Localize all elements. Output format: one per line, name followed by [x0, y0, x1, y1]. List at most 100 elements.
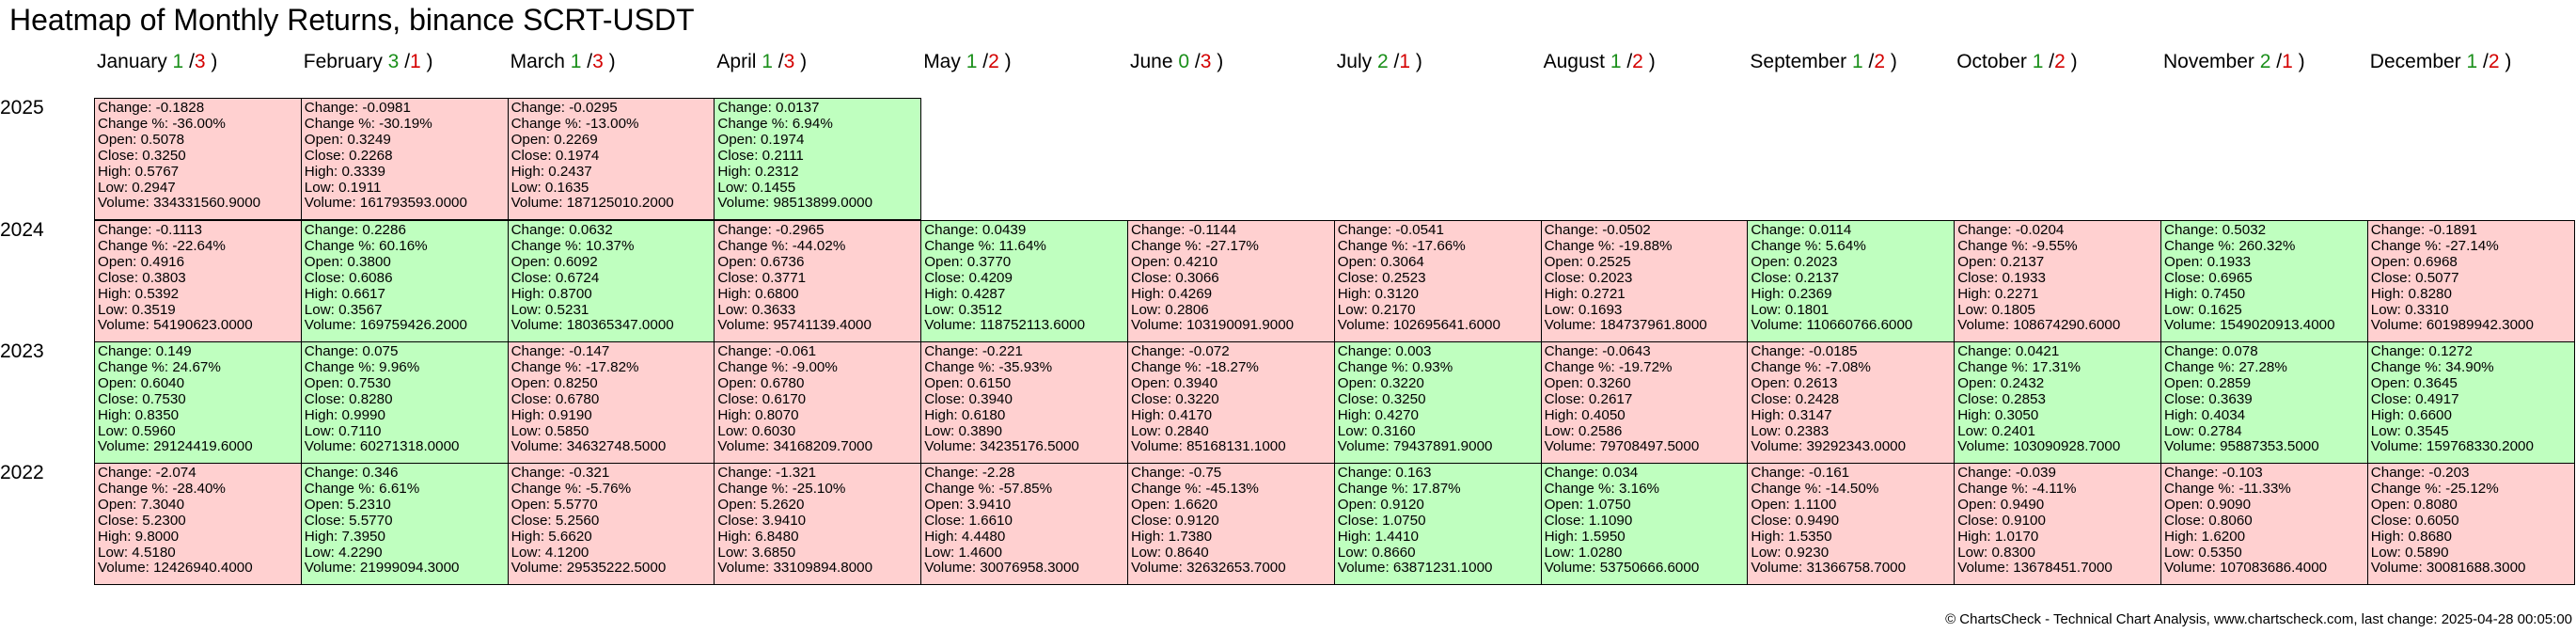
month-header-may: May 1 /2 ) [923, 51, 1012, 72]
cell-high: High: 1.4410 [1337, 528, 1419, 545]
month-header-july: July 2 /1 ) [1336, 51, 1422, 72]
year-label-2023: 2023 [0, 340, 44, 362]
month-down-count: 2 [1874, 51, 1885, 72]
cell-change: Change: 0.0439 [924, 222, 1027, 238]
cell-change: Change: -2.28 [924, 465, 1015, 481]
cell-change-pct: Change %: -25.10% [717, 480, 846, 497]
cell-open: Open: 0.6150 [924, 374, 1012, 391]
cell-change-pct: Change %: -27.14% [2370, 237, 2499, 254]
heatmap-cell-2022-november: Change: -0.103 Change %: -11.33% Open: 0.9… [2160, 463, 2368, 585]
month-down-count: 3 [592, 51, 604, 72]
cell-high: High: 0.5767 [98, 163, 180, 180]
cell-change-pct: Change %: 11.64% [924, 237, 1046, 254]
cell-open: Open: 0.3645 [2370, 374, 2458, 391]
cell-low: Low: 0.5960 [98, 422, 176, 439]
month-down-count: 2 [988, 51, 999, 72]
cell-change: Change: 0.2286 [304, 222, 406, 238]
cell-low: Low: 0.2947 [98, 179, 176, 196]
cell-change-pct: Change %: 24.67% [98, 358, 221, 375]
cell-volume: Volume: 103090928.7000 [1957, 438, 2121, 455]
cell-change: Change: -0.161 [1751, 465, 1850, 481]
cell-change-pct: Change %: -57.85% [924, 480, 1053, 497]
cell-close: Close: 1.1090 [1544, 512, 1633, 529]
heatmap-cell-2024-may: Change: 0.0439 Change %: 11.64% Open: 0.37… [920, 220, 1128, 342]
cell-change-pct: Change %: -5.76% [510, 480, 632, 497]
cell-change: Change: -0.0643 [1544, 343, 1651, 359]
heatmap-cell-2023-january: Change: 0.149 Change %: 24.67% Open: 0.604… [94, 341, 302, 464]
cell-change-pct: Change %: 5.64% [1751, 237, 1866, 254]
cell-change: Change: -0.221 [924, 343, 1023, 359]
cell-volume: Volume: 159768330.2000 [2370, 438, 2534, 455]
cell-change-pct: Change %: -7.08% [1751, 358, 1871, 375]
cell-change: Change: 0.163 [1337, 465, 1432, 481]
cell-high: High: 1.0170 [1957, 528, 2039, 545]
cell-change-pct: Change %: 34.90% [2370, 358, 2494, 375]
cell-change-pct: Change %: -19.72% [1544, 358, 1673, 375]
cell-low: Low: 0.2840 [1131, 422, 1209, 439]
cell-low: Low: 0.1805 [1957, 301, 2035, 318]
cell-change: Change: -0.0204 [1957, 222, 2065, 238]
cell-high: High: 7.3950 [304, 528, 385, 545]
cell-high: High: 0.3050 [1957, 406, 2039, 423]
cell-open: Open: 0.9490 [1957, 496, 2045, 513]
cell-high: High: 0.3147 [1751, 406, 1832, 423]
cell-change: Change: -0.072 [1131, 343, 1230, 359]
cell-change: Change: -0.2965 [717, 222, 825, 238]
month-header-august: August 1 /2 ) [1543, 51, 1656, 72]
cell-high: High: 0.4270 [1337, 406, 1419, 423]
cell-open: Open: 0.6040 [98, 374, 185, 391]
cell-open: Open: 0.6736 [717, 253, 805, 270]
cell-open: Open: 0.3064 [1337, 253, 1424, 270]
cell-low: Low: 0.8300 [1957, 544, 2035, 561]
heatmap-cell-2024-december: Change: -0.1891 Change %: -27.14% Open: 0.… [2366, 220, 2575, 342]
cell-volume: Volume: 30081688.3000 [2370, 560, 2526, 577]
cell-close: Close: 0.3803 [98, 269, 186, 286]
cell-low: Low: 0.2806 [1131, 301, 1209, 318]
month-down-count: 2 [1632, 51, 1643, 72]
month-header-january: January 1 /3 ) [97, 51, 218, 72]
cell-volume: Volume: 79437891.9000 [1337, 438, 1493, 455]
cell-change: Change: 0.1272 [2370, 343, 2473, 359]
cell-high: High: 9.8000 [98, 528, 180, 545]
cell-low: Low: 3.6850 [717, 544, 796, 561]
month-up-count: 0 [1178, 51, 1190, 72]
cell-change-pct: Change %: -36.00% [98, 115, 226, 132]
cell-volume: Volume: 54190623.0000 [98, 317, 253, 334]
cell-close: Close: 0.6780 [510, 390, 600, 407]
cell-change-pct: Change %: 27.28% [2164, 358, 2287, 375]
cell-close: Close: 0.4209 [924, 269, 1013, 286]
cell-open: Open: 0.3940 [1131, 374, 1218, 391]
month-header-april: April 1 /3 ) [716, 51, 808, 72]
cell-volume: Volume: 95887353.5000 [2164, 438, 2319, 455]
cell-close: Close: 5.2560 [510, 512, 600, 529]
month-name: August [1543, 51, 1610, 72]
cell-change-pct: Change %: -4.11% [1957, 480, 2077, 497]
cell-low: Low: 0.1455 [717, 179, 796, 196]
month-up-count: 1 [762, 51, 773, 72]
cell-open: Open: 0.8080 [2370, 496, 2458, 513]
cell-high: High: 0.8280 [2370, 285, 2452, 302]
cell-low: Low: 0.1625 [2164, 301, 2242, 318]
cell-open: Open: 0.2613 [1751, 374, 1838, 391]
cell-close: Close: 0.2523 [1337, 269, 1426, 286]
heatmap-cell-2024-february: Change: 0.2286 Change %: 60.16% Open: 0.38… [300, 220, 509, 342]
month-down-count: 3 [194, 51, 206, 72]
cell-volume: Volume: 34235176.5000 [924, 438, 1079, 455]
cell-high: High: 6.8480 [717, 528, 799, 545]
chart-title: Heatmap of Monthly Returns, binance SCRT… [9, 3, 695, 37]
cell-high: High: 0.9190 [510, 406, 592, 423]
heatmap-cell-2023-march: Change: -0.147 Change %: -17.82% Open: 0.8… [507, 341, 715, 464]
cell-open: Open: 0.6780 [717, 374, 805, 391]
cell-volume: Volume: 107083686.4000 [2164, 560, 2328, 577]
heatmap-cell-2023-october: Change: 0.0421 Change %: 17.31% Open: 0.24… [1954, 341, 2161, 464]
cell-high: High: 0.8350 [98, 406, 180, 423]
month-name: November [2163, 51, 2260, 72]
cell-change: Change: 0.0137 [717, 100, 820, 116]
month-name: June [1130, 51, 1179, 72]
heatmap-cell-2022-december: Change: -0.203 Change %: -25.12% Open: 0.8… [2366, 463, 2575, 585]
cell-change: Change: -2.074 [98, 465, 196, 481]
cell-volume: Volume: 32632653.7000 [1131, 560, 1286, 577]
month-down-count: 1 [410, 51, 421, 72]
cell-high: High: 0.6617 [304, 285, 385, 302]
cell-close: Close: 0.8280 [304, 390, 393, 407]
